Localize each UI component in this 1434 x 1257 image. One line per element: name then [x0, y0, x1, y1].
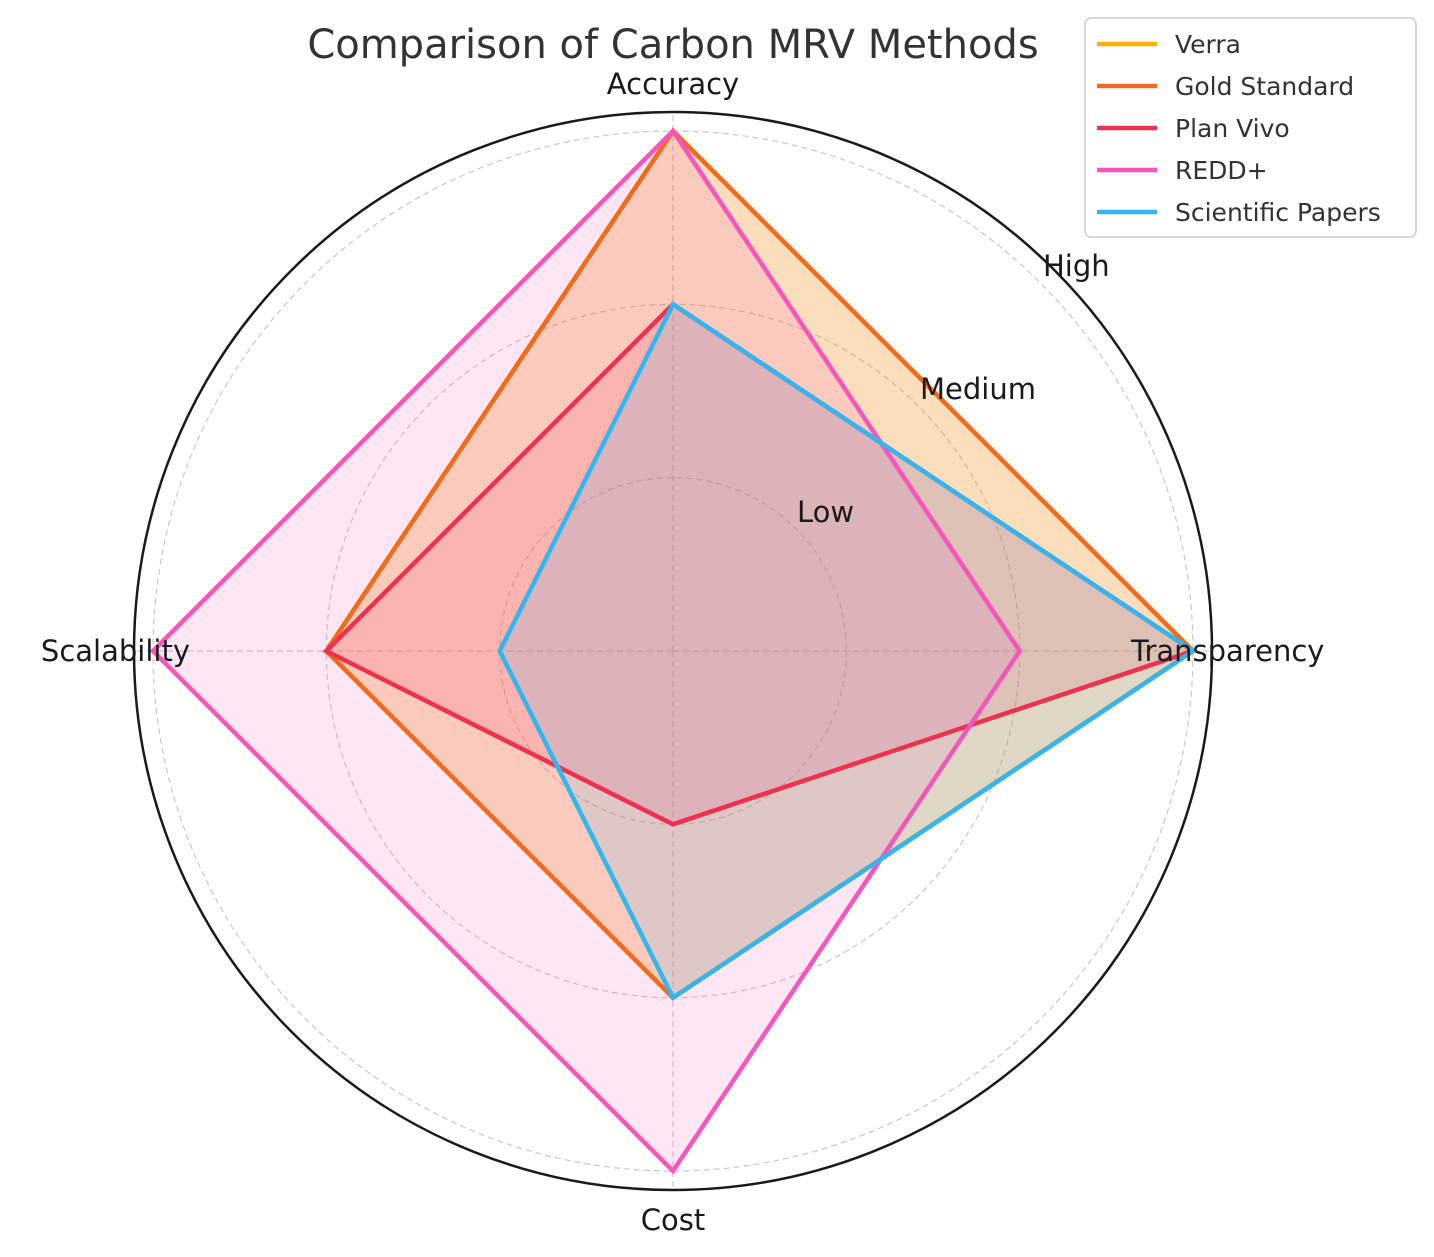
series-area-plan-vivo — [326, 304, 1193, 825]
legend: Verra Gold Standard Plan Vivo REDD+ Scientif… — [1084, 17, 1417, 238]
series-area-gold-standard — [326, 131, 1193, 998]
legend-label-gold-standard: Gold Standard — [1175, 72, 1354, 101]
series-line-redd — [149, 127, 1023, 1175]
legend-label-scientific-papers: Scientific Papers — [1175, 198, 1381, 227]
radar-outer-frame — [132, 110, 1214, 1192]
radar-labels: Low Medium High Accuracy Transparency Co… — [41, 67, 1325, 1237]
ring-label-medium: Medium — [920, 372, 1036, 406]
ring-label-low: Low — [797, 495, 854, 529]
legend-label-verra: Verra — [1175, 30, 1241, 59]
axis-label-accuracy: Accuracy — [607, 67, 739, 101]
series-fills — [153, 131, 1193, 1171]
series-line-scientific-papers — [497, 301, 1198, 1001]
series-lines — [149, 127, 1199, 1175]
chart-title: Comparison of Carbon MRV Methods — [307, 22, 1038, 68]
axis-label-scalability: Scalability — [41, 634, 190, 668]
legend-label-redd: REDD+ — [1175, 156, 1268, 185]
legend-frame — [1084, 17, 1417, 238]
axis-label-cost: Cost — [641, 1203, 705, 1237]
series-area-verra — [326, 131, 1193, 998]
axis-label-transparency: Transparency — [1130, 634, 1324, 668]
ring-label-high: High — [1043, 249, 1110, 283]
legend-label-plan-vivo: Plan Vivo — [1175, 114, 1290, 143]
